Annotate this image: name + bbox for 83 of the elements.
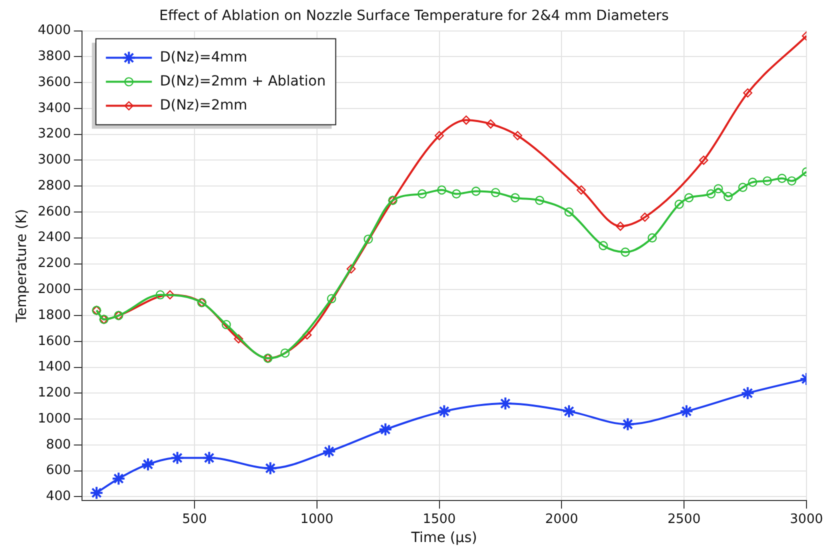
y-tick-label: 3000 (38, 152, 71, 168)
point (90, 486, 104, 500)
y-tick-label: 2800 (38, 178, 71, 194)
point (740, 386, 755, 400)
y-tick-label: 4000 (38, 23, 71, 38)
chart-title: Effect of Ablation on Nozzle Surface Temperature for 2&4 mm Diameters (159, 8, 669, 24)
point (743, 88, 752, 98)
point (674, 200, 684, 209)
x-tick-label: 500 (182, 512, 207, 527)
point (699, 156, 708, 165)
point (724, 192, 733, 202)
point (437, 404, 452, 418)
y-tick-label: 800 (46, 437, 71, 452)
point (620, 417, 635, 432)
point (437, 185, 446, 195)
point (326, 294, 336, 304)
point (378, 422, 392, 436)
point (322, 444, 336, 458)
y-tick-label: 2000 (38, 282, 71, 298)
point (418, 189, 427, 198)
point (535, 196, 544, 205)
point (112, 472, 126, 486)
point (706, 189, 716, 198)
point (564, 207, 574, 217)
y-tick-label: 1000 (38, 411, 71, 426)
y-tick-label: 1200 (38, 386, 71, 401)
point (486, 119, 496, 129)
point (234, 334, 244, 344)
point (452, 189, 462, 198)
point (462, 116, 471, 125)
x-tick-label: 2500 (668, 512, 701, 527)
y-tick-label: 2200 (38, 256, 71, 272)
point (640, 212, 650, 222)
x-tick-label: 1000 (300, 512, 334, 527)
y-tick-label: 1600 (38, 334, 71, 349)
legend-label: D(Nz)=2mm (160, 97, 248, 114)
point (762, 176, 772, 186)
point (140, 457, 155, 472)
y-tick-label: 600 (46, 463, 71, 478)
point (777, 174, 787, 183)
x-tick-label: 3000 (790, 512, 824, 527)
point (364, 234, 373, 244)
y-tick-label: 2600 (38, 204, 71, 220)
y-tick-label: 3200 (38, 126, 71, 142)
point (434, 131, 444, 140)
point (738, 182, 748, 192)
y-tick-label: 400 (46, 489, 71, 504)
y-tick-label: 1800 (38, 308, 71, 323)
point (787, 176, 796, 186)
y-tick-label: 3400 (38, 100, 71, 116)
x-tick-label: 2000 (545, 512, 578, 527)
point (748, 178, 758, 187)
x-axis-title: Time (µs) (410, 530, 478, 546)
point (170, 450, 184, 465)
y-tick-label: 2400 (38, 230, 71, 246)
point (156, 290, 165, 300)
point (498, 396, 512, 411)
point (562, 404, 576, 418)
point (680, 404, 694, 418)
point (598, 241, 608, 250)
y-tick-label: 3600 (38, 74, 71, 90)
point (576, 185, 586, 195)
y-axis-title: Temperature (K) (14, 209, 30, 324)
point (202, 450, 216, 465)
point (714, 184, 723, 194)
point (280, 348, 290, 358)
x-tick-label: 1500 (422, 512, 456, 527)
point (510, 193, 520, 202)
y-tick-label: 1400 (38, 360, 71, 375)
point (684, 193, 694, 202)
point (616, 222, 626, 231)
point (648, 233, 657, 242)
point (471, 186, 481, 196)
point (263, 461, 278, 476)
point (490, 188, 500, 198)
legend-label: D(Nz)=4mm (160, 49, 248, 66)
point (513, 131, 522, 140)
point (222, 320, 231, 330)
point (165, 290, 175, 300)
legend-label: D(Nz)=2mm + Ablation (160, 73, 326, 90)
y-tick-label: 3800 (38, 49, 71, 64)
point (620, 248, 630, 257)
point (346, 264, 356, 274)
